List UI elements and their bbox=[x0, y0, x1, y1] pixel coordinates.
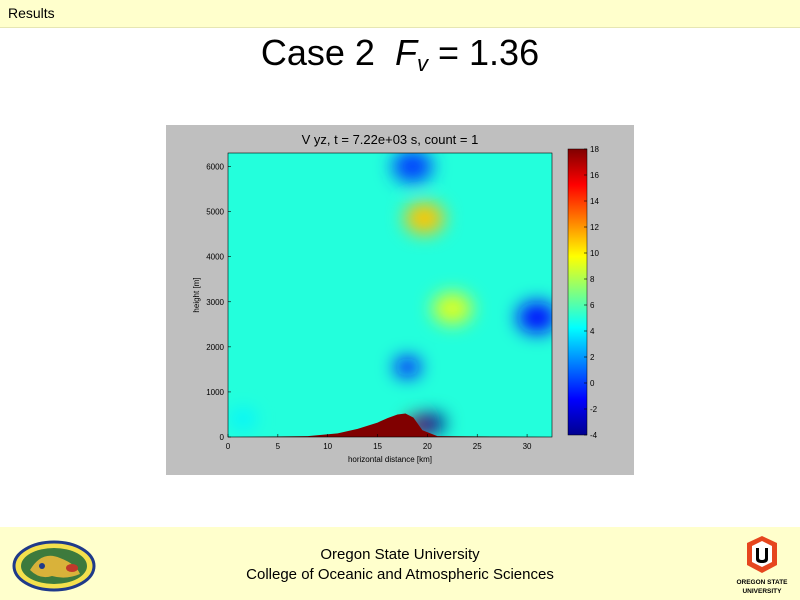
y-tick-label: 4000 bbox=[206, 253, 224, 262]
field-feature-min-lee bbox=[419, 413, 446, 434]
colorbar-tick-label: 8 bbox=[590, 275, 595, 284]
velocity-chart: V yz, t = 7.22e+03 s, count = 1 0 5 10 15 20… bbox=[192, 132, 599, 464]
terrain-ridge bbox=[228, 413, 552, 437]
field-feature-upper-max bbox=[404, 202, 445, 235]
top-bar: Results bbox=[0, 0, 800, 28]
x-tick-label: 15 bbox=[373, 442, 382, 451]
colorbar-tick-label: 14 bbox=[590, 197, 599, 206]
y-tick-label: 1000 bbox=[206, 388, 224, 397]
x-axis-label: horizontal distance [km] bbox=[348, 455, 432, 464]
osu-logo-icon: OREGON STATE UNIVERSITY bbox=[736, 536, 788, 595]
field-feature-mid-min bbox=[394, 357, 421, 378]
colorbar-tick-label: 12 bbox=[590, 223, 599, 232]
colorbar-tick-label: -2 bbox=[590, 405, 598, 414]
footer-text: Oregon State University College of Ocean… bbox=[200, 545, 600, 585]
field-feature-left-low bbox=[229, 408, 256, 429]
x-tick-label: 30 bbox=[523, 442, 532, 451]
x-tick-label: 5 bbox=[276, 442, 281, 451]
colorbar-tick-label: -4 bbox=[590, 431, 598, 440]
colorbar-tick-label: 2 bbox=[590, 353, 595, 362]
y-axis-label: height [m] bbox=[192, 277, 201, 312]
coas-logo-icon bbox=[12, 540, 96, 592]
footer-college: College of Oceanic and Atmospheric Scien… bbox=[246, 566, 554, 583]
colorbar-tick-label: 18 bbox=[590, 145, 599, 154]
colorbar bbox=[567, 148, 588, 436]
colorbar-tick-label: 16 bbox=[590, 171, 599, 180]
colorbar-tick-label: 10 bbox=[590, 249, 599, 258]
colorbar-tick-label: 4 bbox=[590, 327, 595, 336]
slide-title: Case 2 Fv = 1.36 bbox=[0, 32, 800, 77]
x-tick-label: 10 bbox=[323, 442, 332, 451]
y-tick-label: 3000 bbox=[206, 298, 224, 307]
title-case: Case 2 bbox=[260, 32, 375, 73]
field-feature-wave-max bbox=[432, 292, 473, 325]
y-tick-label: 6000 bbox=[206, 163, 224, 172]
y-tick-label: 0 bbox=[220, 433, 225, 442]
colorbar-tick-label: 0 bbox=[590, 379, 595, 388]
velocity-field bbox=[228, 153, 552, 437]
x-tick-label: 20 bbox=[423, 442, 432, 451]
plot-frame bbox=[227, 152, 553, 438]
title-subscript: v bbox=[416, 51, 428, 76]
colorbar-tick-label: 6 bbox=[590, 301, 595, 310]
osu-logo-text-1: OREGON STATE bbox=[736, 579, 788, 586]
bottom-bar bbox=[0, 527, 800, 600]
x-tick-label: 25 bbox=[473, 442, 482, 451]
title-value: = 1.36 bbox=[438, 32, 540, 73]
osu-logo-text-2: UNIVERSITY bbox=[742, 588, 782, 595]
y-tick-label: 2000 bbox=[206, 343, 224, 352]
footer-university: Oregon State University bbox=[320, 546, 480, 563]
figure-panel: V yz, t = 7.22e+03 s, count = 1 0 5 10 15 20… bbox=[166, 125, 634, 475]
field-feature-right-min bbox=[517, 301, 552, 334]
title-variable: F bbox=[394, 32, 417, 73]
x-tick-label: 0 bbox=[226, 442, 231, 451]
field-feature-upper-min bbox=[392, 153, 433, 183]
field-background bbox=[228, 153, 552, 437]
section-label: Results bbox=[8, 5, 55, 21]
chart-title: V yz, t = 7.22e+03 s, count = 1 bbox=[302, 132, 479, 147]
y-tick-label: 5000 bbox=[206, 208, 224, 217]
